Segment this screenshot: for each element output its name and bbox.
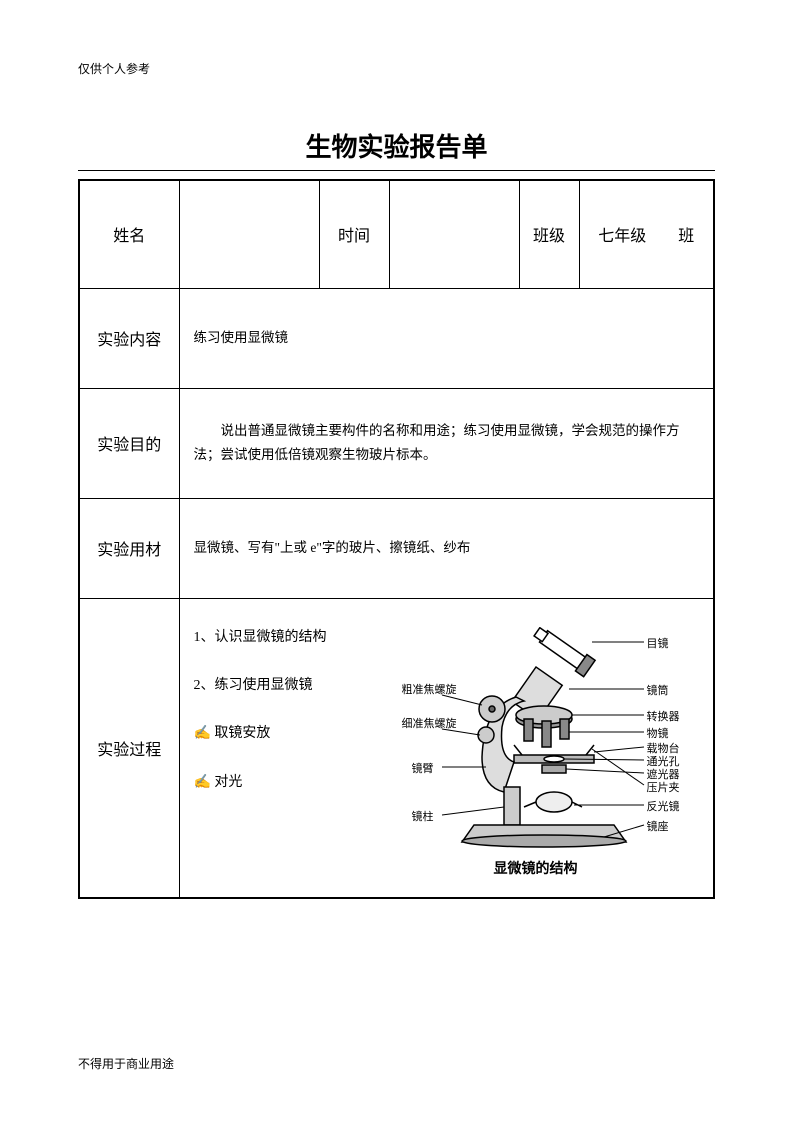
process-step2: 2、练习使用显微镜 xyxy=(194,675,344,697)
diagram-label-mirror: 反光镜 xyxy=(647,798,680,818)
value-time xyxy=(389,180,519,288)
page-title: 生物实验报告单 xyxy=(78,127,715,171)
value-name xyxy=(179,180,319,288)
value-content: 练习使用显微镜 xyxy=(179,288,714,388)
value-materials: 显微镜、写有"上或 e"字的玻片、擦镜纸、纱布 xyxy=(179,498,714,598)
process-step1: 1、认识显微镜的结构 xyxy=(194,627,344,649)
label-time: 时间 xyxy=(319,180,389,288)
value-process: 1、认识显微镜的结构 2、练习使用显微镜 ✍ 取镜安放 ✍ 对光 xyxy=(179,598,714,898)
diagram-label-tube: 镜筒 xyxy=(647,682,669,702)
diagram-label-pillar: 镜柱 xyxy=(412,808,434,828)
label-materials: 实验用材 xyxy=(79,498,179,598)
content-row: 实验内容 练习使用显微镜 xyxy=(79,288,714,388)
process-step3: ✍ 取镜安放 xyxy=(194,723,344,745)
header-note: 仅供个人参考 xyxy=(78,60,715,77)
process-steps: 1、认识显微镜的结构 2、练习使用显微镜 ✍ 取镜安放 ✍ 对光 xyxy=(194,627,344,880)
label-class: 班级 xyxy=(519,180,579,288)
label-purpose: 实验目的 xyxy=(79,388,179,498)
value-class: 七年级 班 xyxy=(579,180,714,288)
diagram-caption: 显微镜的结构 xyxy=(494,856,578,881)
value-purpose: 说出普通显微镜主要构件的名称和用途；练习使用显微镜，学会规范的操作方法；尝试使用… xyxy=(179,388,714,498)
process-step4: ✍ 对光 xyxy=(194,772,344,794)
diagram-label-eyepiece: 目镜 xyxy=(647,635,669,655)
info-row: 姓名 时间 班级 七年级 班 xyxy=(79,180,714,288)
diagram-label-base: 镜座 xyxy=(647,818,669,838)
footer-note: 不得用于商业用途 xyxy=(78,1055,174,1072)
purpose-row: 实验目的 说出普通显微镜主要构件的名称和用途；练习使用显微镜，学会规范的操作方法… xyxy=(79,388,714,498)
report-table: 姓名 时间 班级 七年级 班 实验内容 练习使用显微镜 实验目的 说出普通显微镜… xyxy=(78,179,715,899)
label-content: 实验内容 xyxy=(79,288,179,388)
process-row: 实验过程 1、认识显微镜的结构 2、练习使用显微镜 ✍ 取镜安放 ✍ 对光 xyxy=(79,598,714,898)
diagram-label-coarse: 粗准焦螺旋 xyxy=(402,681,442,701)
label-process: 实验过程 xyxy=(79,598,179,898)
diagram-label-arm: 镜臂 xyxy=(412,760,434,780)
materials-row: 实验用材 显微镜、写有"上或 e"字的玻片、擦镜纸、纱布 xyxy=(79,498,714,598)
diagram-label-fine: 细准焦螺旋 xyxy=(402,715,442,735)
microscope-diagram: 目镜 镜筒 转换器 物镜 载物台 通光孔 遮光器 压片夹 反光镜 镜座 粗准焦螺… xyxy=(364,627,700,880)
microscope-svg xyxy=(364,627,694,872)
diagram-label-clips: 压片夹 xyxy=(647,779,680,799)
label-name: 姓名 xyxy=(79,180,179,288)
